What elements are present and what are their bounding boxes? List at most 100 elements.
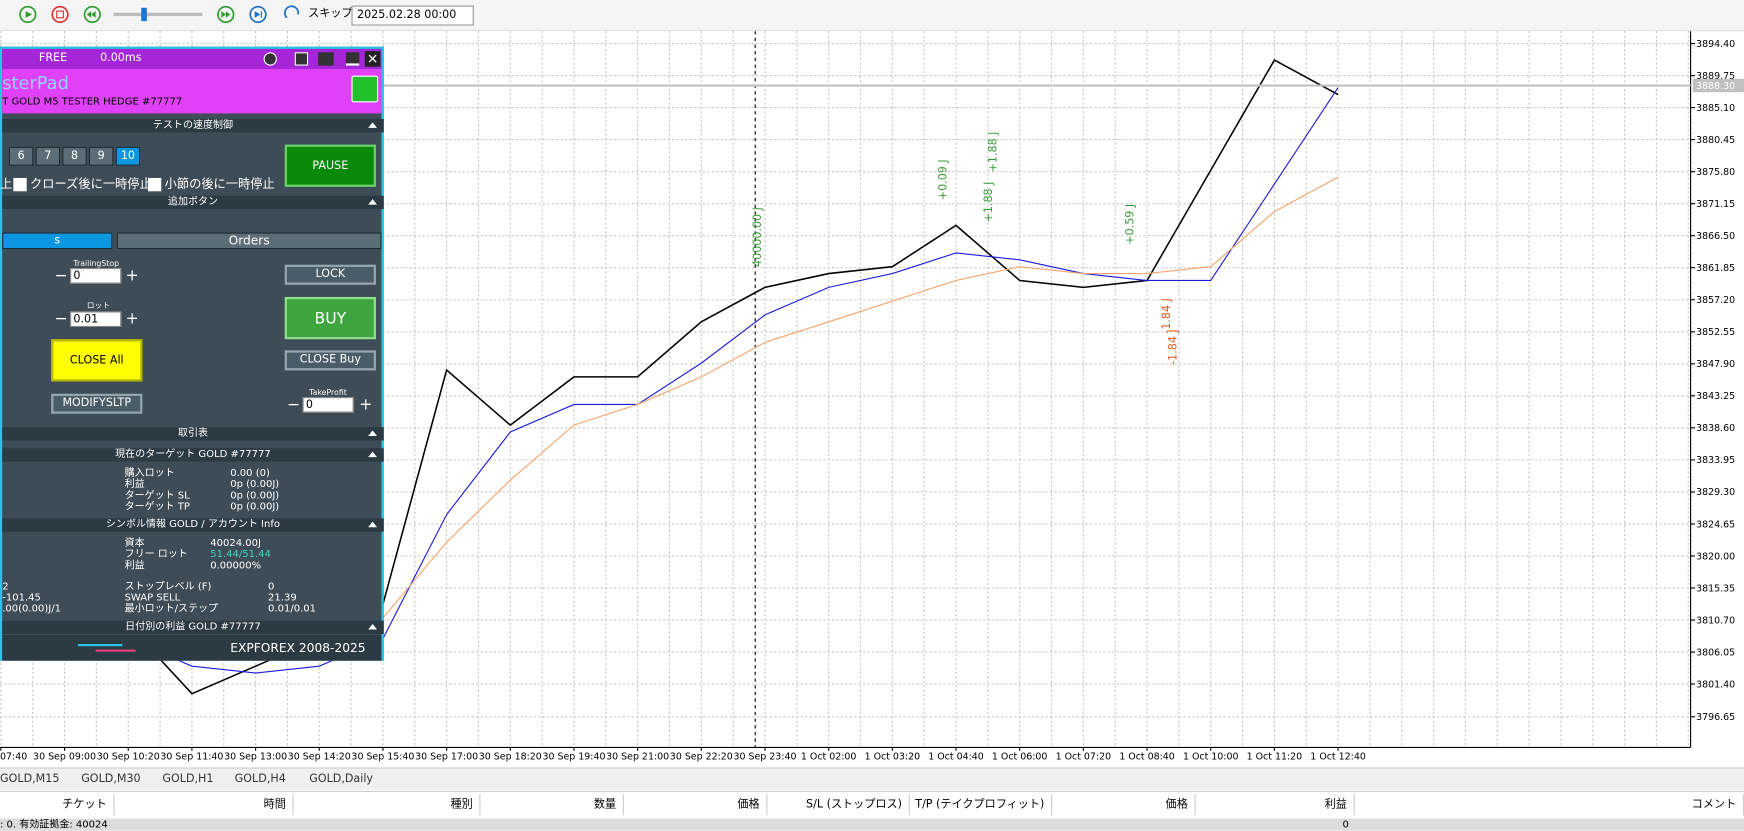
y-tick-label: 3820.00: [1696, 551, 1735, 562]
trailing-input[interactable]: 0: [70, 268, 122, 284]
column-header[interactable]: 時間: [115, 794, 294, 816]
info-label: フリー ロット: [124, 549, 188, 561]
column-header[interactable]: 種別: [294, 794, 481, 816]
info-left: 2: [2, 581, 9, 593]
y-tick-label: 3815.35: [1696, 583, 1735, 594]
play[interactable]: [19, 5, 37, 24]
trade-annotation: +0.09 J: [937, 159, 950, 200]
y-tick-label: 3843.25: [1696, 391, 1735, 402]
y-tick-label: 3801.40: [1696, 679, 1735, 690]
minus[interactable]: −: [286, 395, 301, 414]
close-button[interactable]: ✕: [364, 51, 381, 67]
x-tick-label: 1 Oct 02:00: [801, 752, 857, 763]
speed-button[interactable]: 9: [88, 146, 114, 166]
x-tick-label: 30 Sep 23:40: [733, 752, 796, 763]
chart-tab[interactable]: GOLD,M30: [81, 773, 141, 786]
x-tick-label: 30 Sep 17:00: [415, 752, 478, 763]
stop[interactable]: [51, 5, 69, 24]
target-label: 購入ロット: [124, 468, 175, 480]
info-value: 51.44/51.44: [210, 549, 271, 561]
rewind[interactable]: [83, 5, 101, 24]
section-header[interactable]: 現在のターゲット GOLD #77777: [2, 448, 384, 462]
pause-button[interactable]: PAUSE: [284, 144, 376, 187]
info-value: 0.01/0.01: [268, 603, 317, 616]
column-header[interactable]: 数量: [480, 794, 624, 816]
buy-button[interactable]: BUY: [284, 296, 376, 340]
trade-annotation: 40000.00 J: [751, 207, 764, 267]
date-box[interactable]: 2025.02.28 00:00: [351, 5, 474, 26]
column-header[interactable]: T/P (テイクプロフィット): [910, 794, 1053, 816]
x-tick-label: 30 Sep 11:40: [160, 752, 223, 763]
x-tick-label: 1 Oct 03:20: [865, 752, 921, 763]
info-value: 0.00000%: [210, 560, 262, 572]
to-end[interactable]: [249, 5, 267, 24]
close-all-button[interactable]: CLOSE All: [51, 339, 143, 382]
trade-annotation: +1.88 J: [982, 182, 995, 223]
chart-tab[interactable]: GOLD,H4: [234, 773, 286, 786]
close-buy-button[interactable]: CLOSE Buy: [284, 350, 376, 371]
column-header[interactable]: コメント: [1355, 794, 1744, 816]
target-label: ターゲット SL: [124, 490, 190, 502]
speed-button[interactable]: 10: [115, 146, 141, 166]
price-line: [0, 59, 1339, 695]
trade-annotation: +1.88 J: [987, 132, 1000, 173]
section-header[interactable]: 追加ボタン: [2, 195, 384, 210]
chart-tab[interactable]: GOLD,H1: [162, 773, 214, 786]
check-label: クローズ後に一時停止: [30, 176, 152, 192]
section-header[interactable]: 日付別の利益 GOLD #77777: [2, 620, 384, 634]
x-tick-label: 30 Sep 09:00: [33, 752, 96, 763]
settings-button[interactable]: [318, 52, 334, 66]
modify-button[interactable]: MODIFYSLTP: [51, 393, 143, 414]
tester-panel: FREE 0.00ms ✕ sterPad T GOLD M5 TESTER H…: [0, 46, 384, 661]
skip-label[interactable]: スキップ: [308, 7, 353, 21]
plus[interactable]: +: [359, 395, 373, 414]
x-tick-label: 1 Oct 12:40: [1310, 752, 1366, 763]
section-header[interactable]: テストの速度制御: [2, 119, 384, 133]
speed-button[interactable]: 6: [8, 146, 34, 166]
panel-name: sterPad: [2, 72, 69, 94]
x-tick-label: 1 Oct 07:20: [1056, 752, 1112, 763]
plus[interactable]: +: [125, 310, 139, 329]
trade-annotation: -1.84 J: [1167, 329, 1180, 365]
y-tick-label: 3810.70: [1696, 615, 1735, 626]
tp-input[interactable]: 0: [302, 397, 354, 413]
info-label: 資本: [124, 538, 145, 550]
plus[interactable]: +: [125, 266, 139, 285]
minus[interactable]: −: [54, 310, 68, 329]
y-tick-label: 3838.60: [1696, 423, 1735, 434]
lock-button[interactable]: LOCK: [284, 264, 376, 285]
chart-tab[interactable]: GOLD,Daily: [309, 773, 374, 786]
info-button[interactable]: [263, 52, 277, 66]
date-text: 2025.02.28 00:00: [357, 8, 457, 22]
speed-button[interactable]: 8: [62, 146, 87, 166]
y-tick-label: 3875.80: [1696, 167, 1735, 178]
minus[interactable]: −: [54, 266, 68, 285]
tab[interactable]: s: [2, 232, 113, 250]
info-left: .00(0.00)J/1: [2, 603, 61, 616]
column-header[interactable]: 価格: [624, 794, 768, 816]
section-header[interactable]: 取引表: [2, 427, 384, 441]
panel-header: FREE 0.00ms ✕: [2, 48, 382, 69]
column-header[interactable]: 利益: [1196, 794, 1355, 816]
section-header[interactable]: シンボル情報 GOLD / アカウント Info: [2, 518, 384, 532]
toolbar-icons: [19, 5, 300, 24]
checkbox[interactable]: [13, 177, 27, 192]
column-header[interactable]: S/L (ストップロス): [767, 794, 910, 816]
chart-tab[interactable]: GOLD,M15: [0, 773, 60, 786]
trade-annotation: -1.84 J: [1160, 298, 1173, 334]
account: T GOLD M5 TESTER HEDGE #77777: [2, 96, 183, 108]
minimize-button[interactable]: [345, 52, 360, 66]
y-tick-label: 3829.30: [1696, 487, 1735, 498]
column-header[interactable]: チケット: [0, 794, 115, 816]
tab[interactable]: Orders: [116, 232, 382, 250]
column-header[interactable]: 価格: [1052, 794, 1196, 816]
forward[interactable]: [217, 5, 235, 24]
y-tick-label: 3796.65: [1696, 712, 1735, 723]
y-tick-label: 3885.10: [1696, 103, 1735, 114]
lot-input[interactable]: 0.01: [70, 311, 122, 327]
speed-button[interactable]: 7: [35, 146, 61, 166]
help-button[interactable]: [294, 52, 309, 66]
checkbox[interactable]: [147, 177, 162, 192]
info-value: 21.39: [268, 592, 297, 604]
